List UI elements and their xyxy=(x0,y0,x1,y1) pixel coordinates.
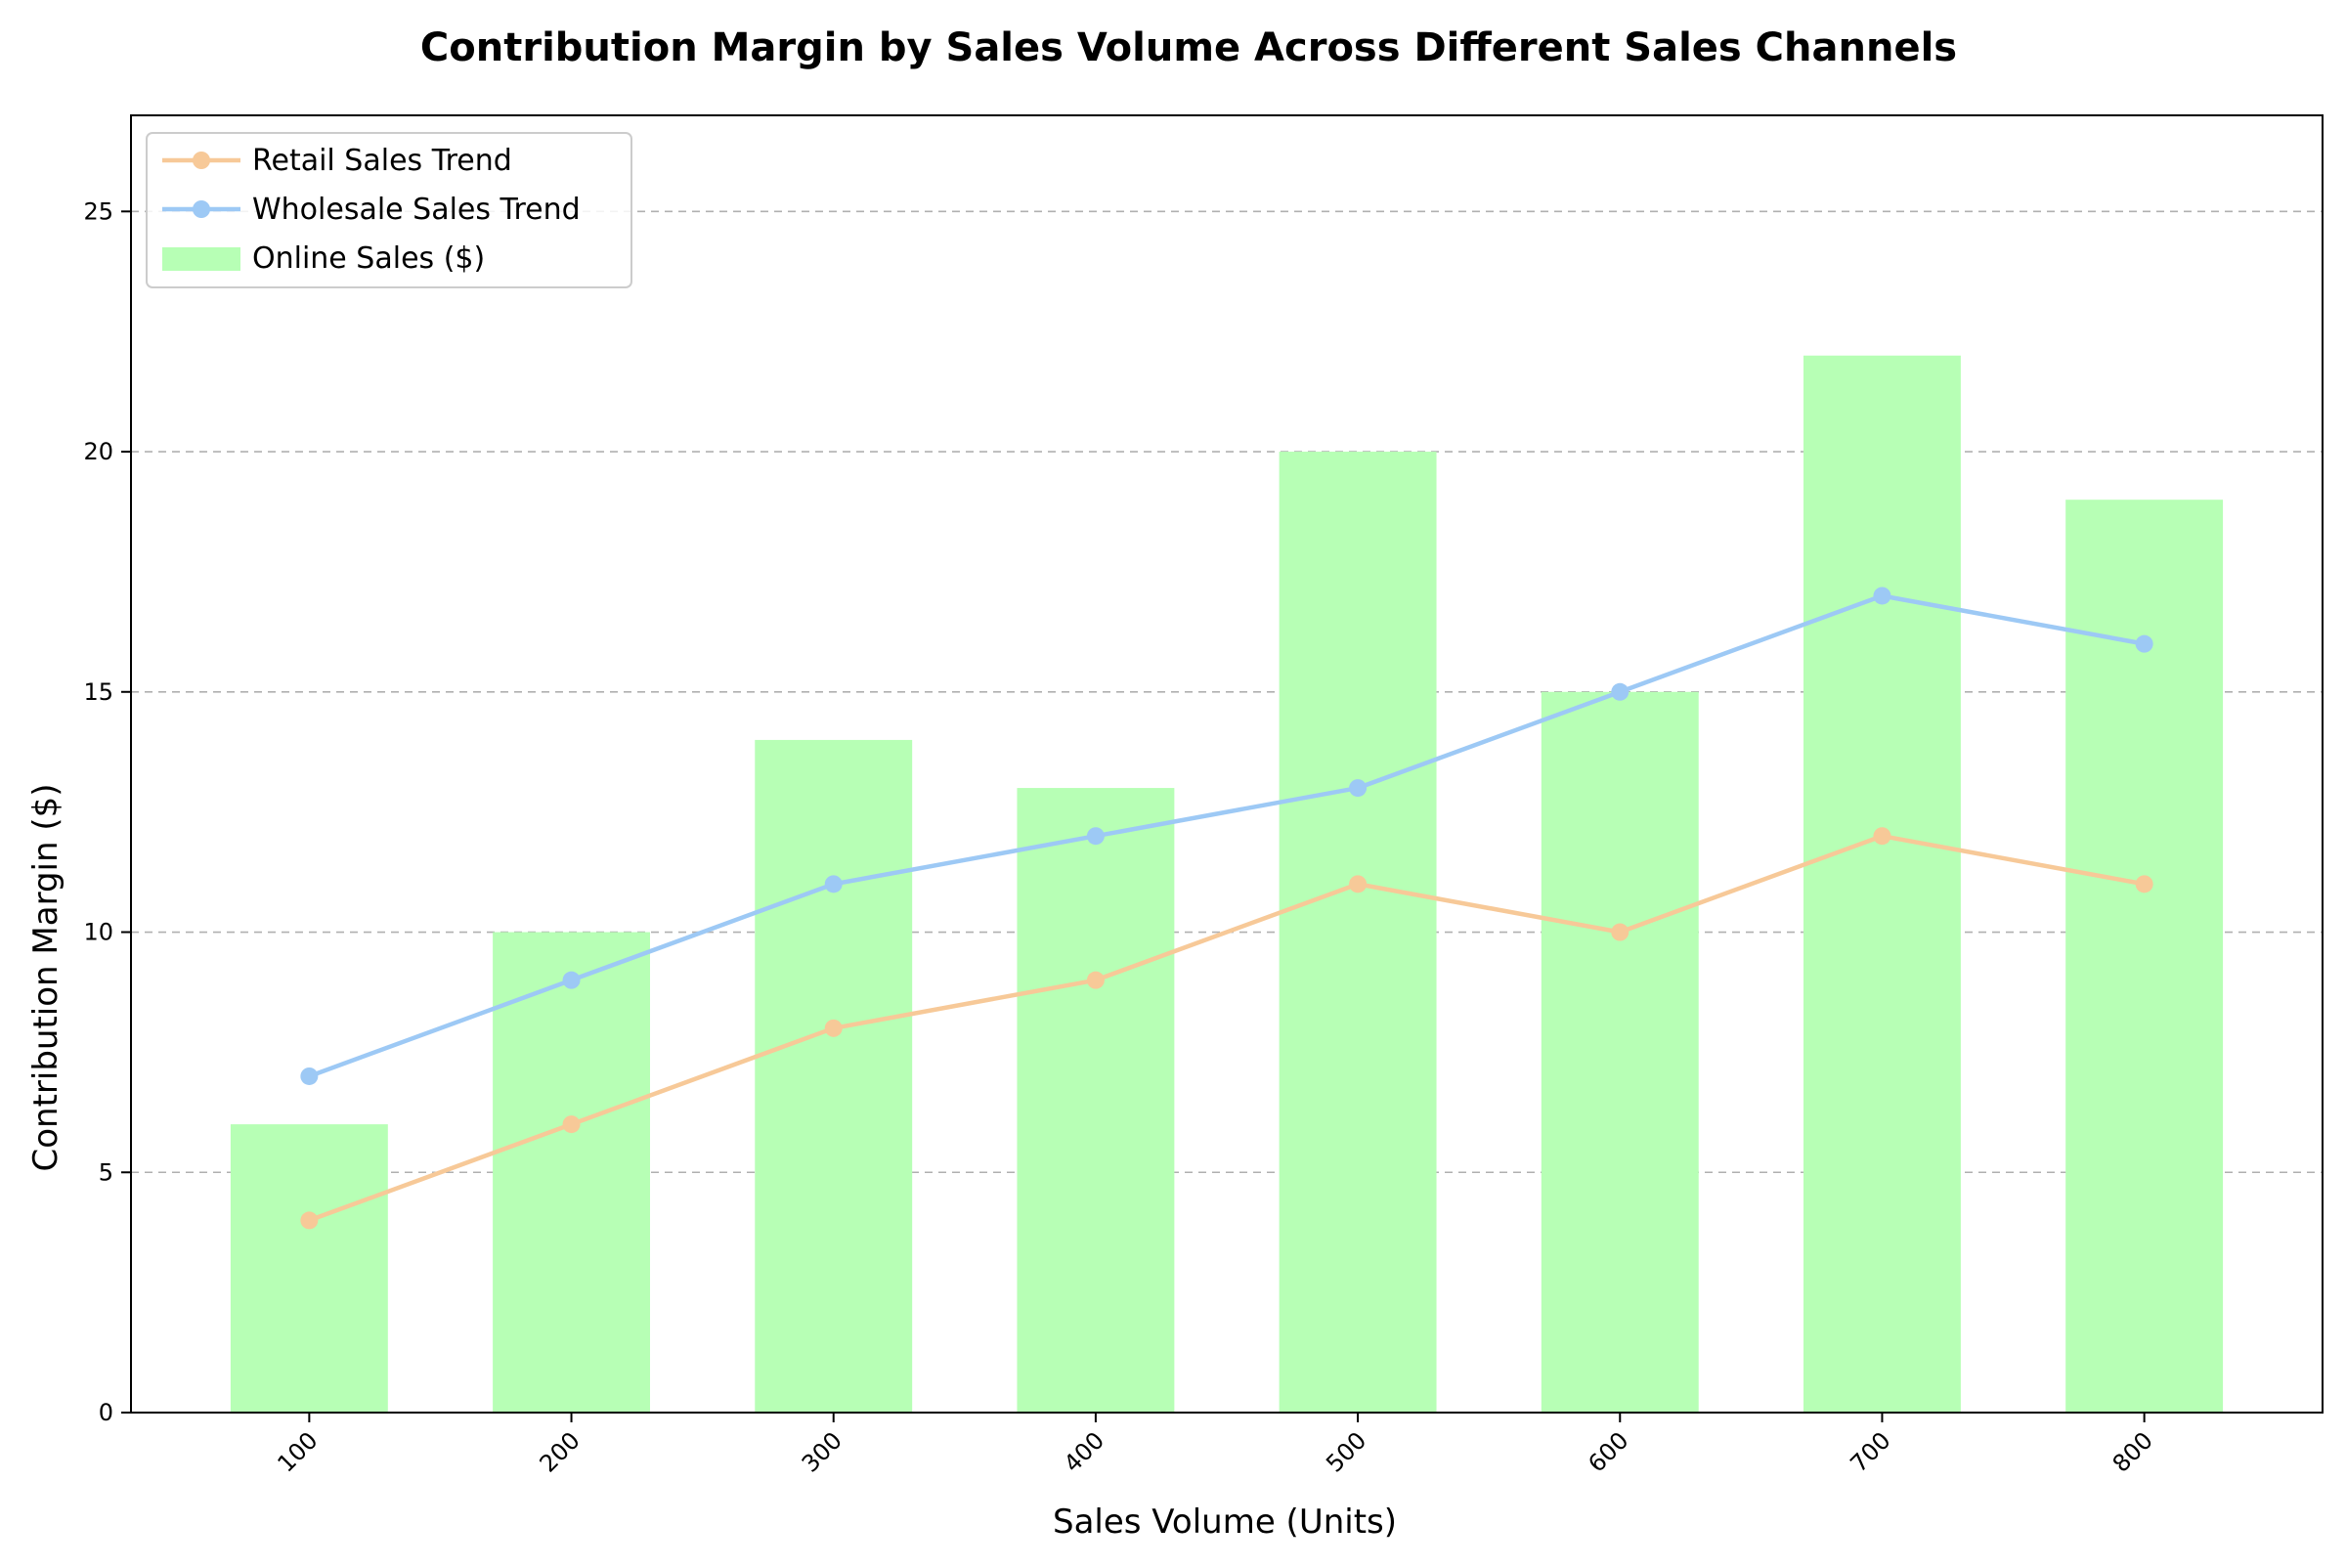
marker-retail-sales-trend xyxy=(2135,875,2153,893)
y-tick-label: 20 xyxy=(83,438,113,465)
marker-retail-sales-trend xyxy=(1611,923,1629,941)
marker-wholesale-sales-trend xyxy=(824,875,843,893)
y-axis-label: Contribution Margin ($) xyxy=(26,783,65,1171)
y-tick-label: 0 xyxy=(99,1399,113,1426)
marker-retail-sales-trend xyxy=(1873,827,1891,846)
plot-area: 0 5 10 15 20 25 100 200 300 400 500 600 700 800 xyxy=(83,114,2324,1478)
x-tick-label: 500 xyxy=(1321,1426,1371,1477)
marker-retail-sales-trend xyxy=(562,1115,581,1134)
bar-online-sales xyxy=(755,739,913,1413)
legend: Retail Sales Trend Wholesale Sales Trend O… xyxy=(146,132,632,288)
y-tick-label: 25 xyxy=(83,197,113,225)
marker-wholesale-sales-trend xyxy=(300,1067,319,1085)
marker-retail-sales-trend xyxy=(824,1019,843,1037)
x-tick-label: 100 xyxy=(272,1426,323,1477)
x-tick-label: 400 xyxy=(1059,1426,1109,1477)
marker-retail-sales-trend xyxy=(1086,971,1105,989)
legend-swatch-marker xyxy=(193,152,210,169)
marker-retail-sales-trend xyxy=(300,1211,319,1230)
x-tick-label: 300 xyxy=(797,1426,847,1477)
line-wholesale-sales-trend xyxy=(307,593,2147,1079)
legend-swatch-marker xyxy=(193,200,210,218)
x-axis-label: Sales Volume (Units) xyxy=(1053,1503,1397,1542)
legend-box xyxy=(146,132,632,288)
bar-online-sales xyxy=(1017,788,1175,1413)
x-tick-label: 800 xyxy=(2107,1426,2158,1477)
y-tick-label: 10 xyxy=(83,919,113,946)
marker-retail-sales-trend xyxy=(1349,875,1368,893)
marker-wholesale-sales-trend xyxy=(1086,827,1105,846)
marker-wholesale-sales-trend xyxy=(1873,587,1891,605)
legend-swatch-bar xyxy=(162,247,240,271)
x-tick-label: 700 xyxy=(1846,1426,1896,1477)
bar-online-sales xyxy=(1541,691,1699,1413)
bar-online-sales xyxy=(493,932,650,1413)
x-tick-label: 200 xyxy=(535,1426,586,1477)
marker-wholesale-sales-trend xyxy=(1349,779,1368,798)
x-tick-label: 600 xyxy=(1583,1426,1633,1477)
y-tick-label: 15 xyxy=(83,678,113,706)
legend-label: Retail Sales Trend xyxy=(252,144,512,178)
marker-wholesale-sales-trend xyxy=(562,971,581,989)
line-retail-sales-trend xyxy=(307,833,2147,1223)
legend-label: Wholesale Sales Trend xyxy=(252,193,581,227)
plot-frame xyxy=(130,114,2324,1414)
legend-label: Online Sales ($) xyxy=(252,241,485,276)
bar-online-sales xyxy=(230,1124,388,1413)
bar-online-sales xyxy=(1803,355,1961,1414)
bar-online-sales xyxy=(1279,452,1437,1413)
marker-wholesale-sales-trend xyxy=(1611,682,1629,701)
chart-title: Contribution Margin by Sales Volume Acro… xyxy=(420,25,1957,70)
y-tick-label: 5 xyxy=(99,1158,113,1186)
marker-wholesale-sales-trend xyxy=(2135,634,2153,653)
